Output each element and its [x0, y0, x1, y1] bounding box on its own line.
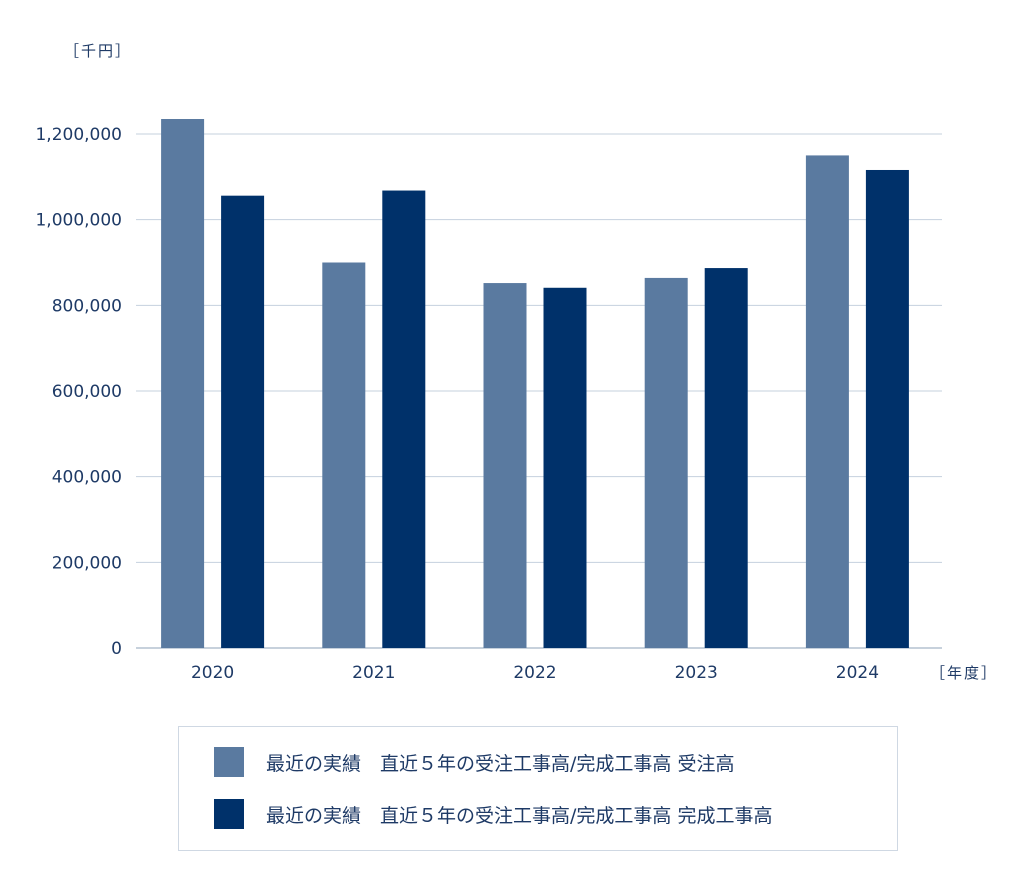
y-axis-unit-label: ［千円］	[64, 42, 132, 60]
legend-label-completed: 最近の実績 直近５年の受注工事高/完成工事高 完成工事高	[266, 804, 773, 827]
y-tick-label: 0	[111, 639, 122, 659]
y-tick-label: 1,000,000	[35, 211, 122, 231]
legend-item-orders: 最近の実績 直近５年の受注工事高/完成工事高 受注高	[214, 747, 734, 777]
x-tick-label: 2021	[352, 663, 395, 683]
bar-2024-series-1	[805, 155, 849, 648]
bar-2020-series-2	[221, 195, 265, 648]
bar-2021-series-1	[322, 262, 366, 648]
bar-2023-series-1	[644, 277, 688, 648]
chart-legend: 最近の実績 直近５年の受注工事高/完成工事高 受注高 最近の実績 直近５年の受注…	[178, 726, 898, 851]
x-axis-unit-label: ［年度］	[930, 664, 998, 682]
bar-2024-series-2	[865, 169, 909, 649]
bar-2023-series-2	[704, 268, 748, 648]
x-tick-label: 2024	[836, 663, 879, 683]
legend-swatch-completed	[214, 799, 244, 829]
y-tick-label: 200,000	[52, 553, 122, 573]
y-tick-label: 600,000	[52, 382, 122, 402]
bar-2020-series-1	[161, 119, 205, 649]
legend-item-completed: 最近の実績 直近５年の受注工事高/完成工事高 完成工事高	[214, 799, 772, 829]
x-tick-label: 2020	[191, 663, 234, 683]
x-tick-label: 2023	[675, 663, 718, 683]
chart-plot-area: 0 200,000 400,000 600,000 800,000 1,000,000 1,…	[35, 42, 998, 683]
y-tick-label: 400,000	[52, 468, 122, 488]
y-tick-label: 800,000	[52, 296, 122, 316]
legend-swatch-orders	[214, 747, 244, 777]
bar-2022-series-2	[543, 287, 587, 648]
legend-label-orders: 最近の実績 直近５年の受注工事高/完成工事高 受注高	[266, 752, 735, 775]
x-tick-label: 2022	[513, 663, 556, 683]
bar-2021-series-2	[382, 190, 426, 649]
y-tick-label: 1,200,000	[35, 125, 122, 145]
bar-2022-series-1	[483, 283, 527, 648]
